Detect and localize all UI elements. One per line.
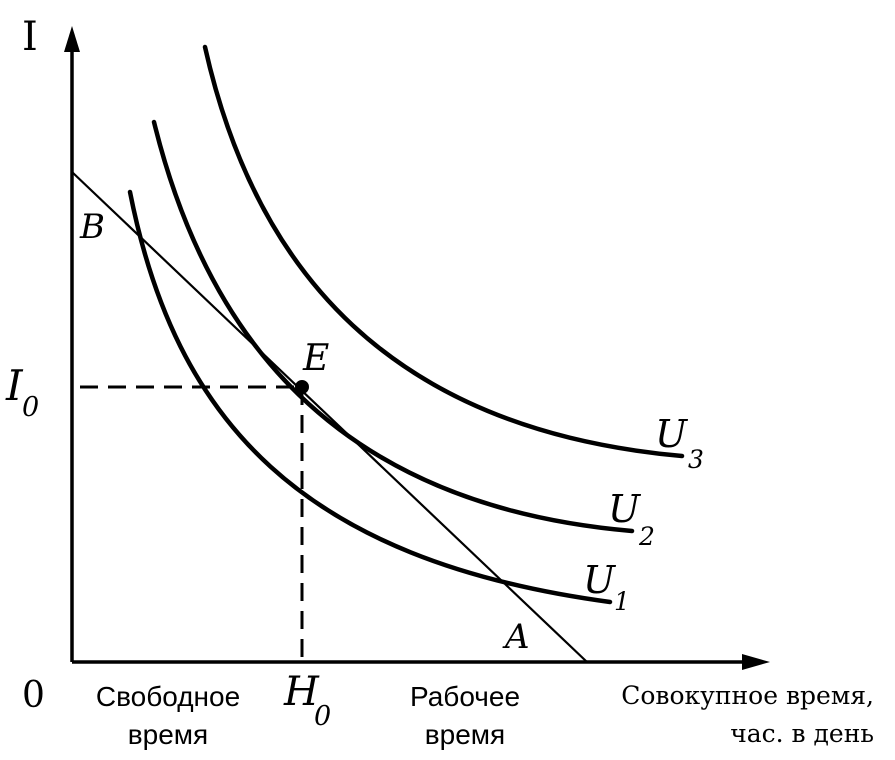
curve-u3-label: U [655, 412, 689, 456]
i0-subscript: 0 [22, 392, 39, 423]
point-e-label: E [302, 338, 329, 379]
curve-u1-label: U [583, 558, 617, 602]
indifference-curve-u3 [202, 44, 685, 459]
indifference-curve-u2 [151, 119, 635, 534]
total-time-label-line1: Совокупное время, [621, 681, 874, 710]
budget-line [71, 171, 588, 663]
y-axis-label: I [22, 14, 38, 60]
curve-u3-subscript: 3 [688, 445, 704, 474]
h0-label: H [283, 669, 320, 715]
y-axis-arrow [64, 26, 80, 52]
curve-u2-subscript: 2 [638, 522, 655, 551]
free-time-label-line1: Свободное [96, 681, 240, 712]
equilibrium-point [295, 380, 309, 394]
total-time-label-line2: час. в день [730, 719, 874, 748]
work-time-label-line2: время [425, 719, 505, 750]
indifference-curve-u1 [127, 189, 613, 605]
h0-subscript: 0 [314, 701, 331, 732]
work-time-label-line1: Рабочее [410, 681, 520, 712]
point-b-label: B [79, 207, 105, 247]
x-axis-arrow [742, 654, 770, 670]
i0-label: I [5, 361, 24, 410]
free-time-label-line2: время [128, 719, 208, 750]
curve-u1-subscript: 1 [614, 587, 630, 616]
origin-label: 0 [22, 675, 45, 716]
curve-u2-label: U [608, 487, 642, 531]
point-a-label: A [502, 617, 530, 657]
